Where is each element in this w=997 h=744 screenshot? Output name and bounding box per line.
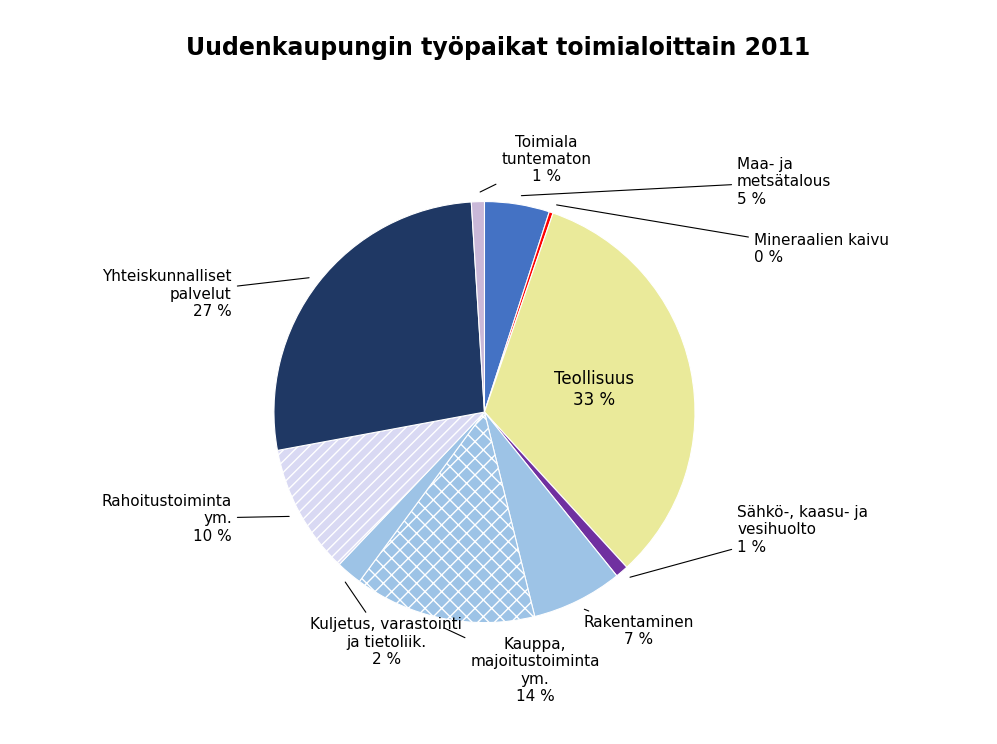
Title: Uudenkaupungin työpaikat toimialoittain 2011: Uudenkaupungin työpaikat toimialoittain … xyxy=(186,36,811,60)
Text: Mineraalien kaivu
0 %: Mineraalien kaivu 0 % xyxy=(556,205,889,266)
Text: Yhteiskunnalliset
palvelut
27 %: Yhteiskunnalliset palvelut 27 % xyxy=(103,269,309,319)
Wedge shape xyxy=(485,213,695,567)
Text: Rahoitustoiminta
ym.
10 %: Rahoitustoiminta ym. 10 % xyxy=(102,494,289,544)
Text: Teollisuus
33 %: Teollisuus 33 % xyxy=(554,370,634,408)
Text: Kauppa,
majoitustoiminta
ym.
14 %: Kauppa, majoitustoiminta ym. 14 % xyxy=(444,628,600,704)
Wedge shape xyxy=(485,202,549,412)
Text: Sähkö-, kaasu- ja
vesihuolto
1 %: Sähkö-, kaasu- ja vesihuolto 1 % xyxy=(630,505,868,577)
Wedge shape xyxy=(472,202,485,412)
Wedge shape xyxy=(485,412,627,576)
Text: Rakentaminen
7 %: Rakentaminen 7 % xyxy=(583,609,694,647)
Wedge shape xyxy=(274,202,485,450)
Wedge shape xyxy=(277,412,485,565)
Text: Kuljetus, varastointi
ja tietoliik.
2 %: Kuljetus, varastointi ja tietoliik. 2 % xyxy=(310,582,463,667)
Wedge shape xyxy=(485,212,553,412)
Text: Toimiala
tuntematon
1 %: Toimiala tuntematon 1 % xyxy=(481,135,591,192)
Text: Maa- ja
metsätalous
5 %: Maa- ja metsätalous 5 % xyxy=(521,157,831,207)
Wedge shape xyxy=(360,412,534,623)
Wedge shape xyxy=(485,412,617,617)
Wedge shape xyxy=(339,412,485,582)
